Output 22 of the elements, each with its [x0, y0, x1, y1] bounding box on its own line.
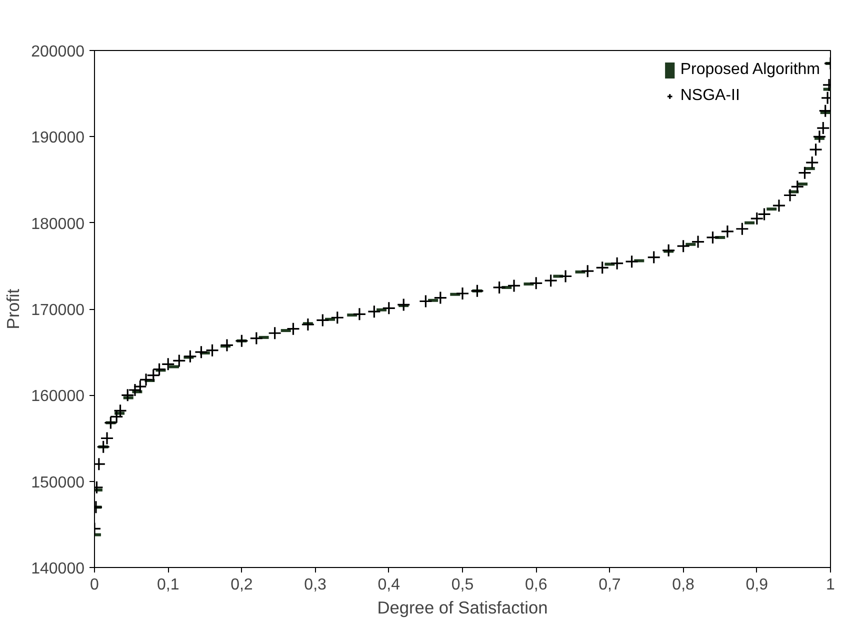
y-tick-label: 170000	[31, 302, 85, 319]
x-tick-label: 0,1	[156, 576, 180, 594]
x-tick-label: 0,4	[378, 576, 400, 594]
x-tick-label: 0	[90, 576, 100, 594]
y-tick-label: 150000	[31, 474, 85, 492]
x-axis-title: Degree of Satisfaction	[377, 598, 548, 618]
x-tick-label: 0,7	[598, 576, 621, 594]
y-tick-label: 140000	[31, 560, 85, 578]
y-tick-label: 190000	[31, 130, 85, 147]
x-tick-label: 0,8	[672, 576, 695, 594]
legend-label: Proposed Algorithm	[680, 61, 820, 79]
x-tick-label: 1	[826, 576, 836, 594]
x-tick-label: 0,9	[746, 576, 768, 594]
x-tick-label: 0,2	[230, 576, 253, 594]
x-tick-label: 0,6	[524, 576, 548, 594]
y-tick-label: 200000	[31, 44, 85, 60]
x-tick-label: 0,3	[304, 576, 327, 594]
y-axis-title: Profit	[3, 288, 24, 330]
y-tick-label: 160000	[31, 388, 85, 406]
y-tick-label: 180000	[31, 216, 85, 233]
legend-label: NSGA-II	[680, 87, 740, 105]
x-tick-label: 0,5	[451, 576, 474, 594]
